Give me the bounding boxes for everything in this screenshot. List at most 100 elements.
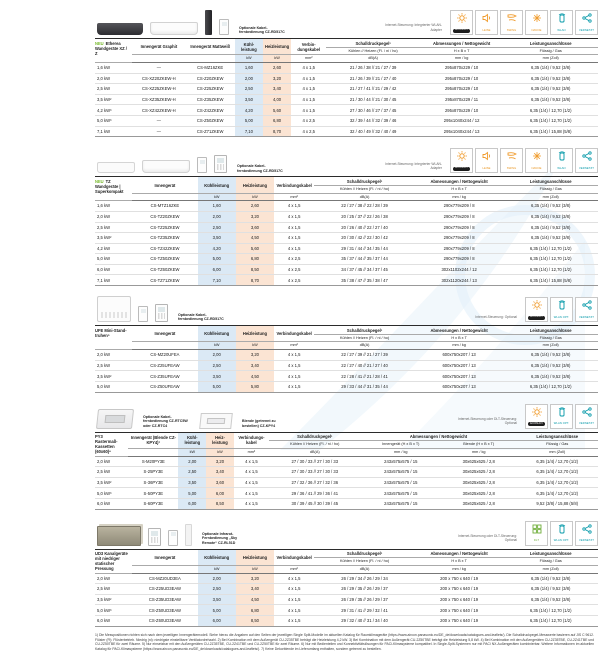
table-row: 7,1 kW — CS-Z71ZKEW 7,10 8,70 4 x 2,5 32 / 40 … xyxy=(95,126,598,138)
capacity-cell: 3,5 kW² xyxy=(95,370,133,382)
spec-cell: CS-XZ35ZKEW-H xyxy=(132,94,186,106)
spec-cell: 4 x 1,5 xyxy=(274,243,315,255)
spec-cell: 4 x 2,5 xyxy=(274,264,315,276)
spec-cell: 4 x 1,5 xyxy=(274,583,315,595)
product-photos: Optionale Kabel­fernbedienung CZ-RD517C xyxy=(97,155,287,174)
spec-cell: 6,35 (1/4) / 9,52 (3/8) xyxy=(503,62,598,74)
spec-cell: 290x779x209 / 8 xyxy=(414,243,504,255)
column-header: Leistungsanschlüsse xyxy=(503,548,598,559)
column-unit: mm / kg xyxy=(414,565,504,574)
feature-icon-label: wlan opt. xyxy=(553,539,570,543)
spec-cell: CS-XZ20ZKEW-H xyxy=(132,73,186,85)
spec-cell: 243x575x575 / 15 xyxy=(360,477,441,489)
econavi-icon-glyph xyxy=(456,13,467,23)
spec-table-tz: NEU TZ Wandgeräte | Super­kompakt Innenger… xyxy=(95,176,598,287)
column-unit: mm (Zoll) xyxy=(503,193,598,202)
spec-cell: CS-Z50ZKEW xyxy=(185,115,235,127)
spec-table-xz: NEU Etherea Wandgeräte XZ / Z Innengerät G… xyxy=(95,37,598,138)
dlt-icon: dlt xyxy=(525,520,548,546)
remote-photo xyxy=(219,19,229,35)
spec-cell: 1,60 xyxy=(234,62,263,74)
quiet-icon-glyph xyxy=(482,13,492,23)
spec-cell: 4 x 1,5 xyxy=(233,498,269,510)
spec-cell: 6,35 (1/4) / 12,70 (1/2) xyxy=(516,487,598,499)
feature-icon-label: leise xyxy=(482,28,491,32)
spec-cell: 4 x 1,5 xyxy=(291,83,327,95)
spec-cell: 3,50 xyxy=(197,370,236,382)
spec-cell: 8,70 xyxy=(262,126,292,138)
spec-cell: 26 / 29 / 34 // 26 / 29 / 34 xyxy=(314,573,415,585)
spec-cell: 6,35 (1/4) / 9,52 (3/8) xyxy=(503,200,598,212)
table-row: 3,5 kW² CS-TZ35ZKEW 3,50 4,50 4 x 1,5 20 / 30… xyxy=(95,232,598,244)
wlan-icon: wlan opt. xyxy=(550,403,573,429)
spec-cell: 8,50 xyxy=(206,498,234,510)
wall-white-photo xyxy=(142,160,190,174)
spec-cell: 22 / 27 / 40 // 21 / 27 / 40 xyxy=(314,360,415,372)
spec-cell: 295x870x229 / 10 xyxy=(419,62,504,74)
spec-cell: 290x779x209 / 8 xyxy=(414,232,504,244)
connectivity-icon: vernetzt xyxy=(575,520,598,546)
aerowings-icon: swing xyxy=(500,148,523,174)
spec-cell: 20 / 30 / 42 // 22 / 30 / 42 xyxy=(314,232,415,244)
spec-cell: 5,00 xyxy=(197,604,236,616)
econavi-icon: econavi xyxy=(450,10,473,35)
spec-cell: 5,60 xyxy=(262,104,292,117)
column-unit: kW xyxy=(235,341,275,351)
table-row: 6,0 kW S-60PY3E 6,00 8,50 4 x 1,5 30 / 39 / 4… xyxy=(95,498,598,510)
spec-cell: 200 x 750 x 640 / 19 xyxy=(414,615,504,627)
spec-cell: 290x779x209 / 8 xyxy=(414,253,504,265)
quiet-icon-glyph xyxy=(482,151,492,161)
spec-cell: 4 x 1,5 xyxy=(274,232,315,244)
capacity-cell: 1,6 kW xyxy=(95,62,133,74)
column-unit: mm / kg xyxy=(360,448,441,457)
column-unit: kW xyxy=(206,448,234,457)
wlan-icon-glyph xyxy=(557,300,567,310)
catalog-content: Optionale Kabel­fernbedienung CZ-RD517C I… xyxy=(95,0,598,652)
slim-white-photo xyxy=(185,523,192,546)
econavi-icon-glyph xyxy=(531,406,542,417)
internet-control-note: Internet-Steuerung oder DLT-Steuerung: O… xyxy=(458,534,517,543)
wlan-icon: wlan opt. xyxy=(550,520,573,546)
spec-cell: 3,50 xyxy=(234,94,263,106)
aerowings-icon-glyph xyxy=(507,13,517,23)
feature-icon-label: leise xyxy=(482,167,491,171)
quiet-icon: leise xyxy=(475,10,498,35)
spec-cell: 302x1120x244 / 13 xyxy=(414,274,504,287)
column-subheader: Kühlen // Heizen (Fl. / ni / ho) xyxy=(269,440,361,449)
spec-cell: 6,35 (1/4) / 12,70 (1/2) xyxy=(503,604,598,616)
spec-cell: 6,35 (1/4) / 9,52 (3/8) xyxy=(503,222,598,234)
column-unit xyxy=(132,341,198,351)
series-title-text: UFE Mini-Stand­truhen⁵ xyxy=(95,327,127,338)
table-row: 2,0 kW S-M20PY3E 2,00 3,20 4 x 1,5 27 / 30 / … xyxy=(95,456,598,468)
spec-cell: 3,20 xyxy=(235,349,275,361)
spec-cell: 302x1102x244 / 12 xyxy=(414,264,504,276)
spec-cell: 6,35 (1/4) / 9,52 (3/8) xyxy=(503,94,598,106)
spec-cell: 1,60 xyxy=(197,200,236,212)
spec-cell: 32 / 40 / 49 // 32 / 40 / 49 xyxy=(326,126,420,138)
feature-icon-label: wlan xyxy=(557,28,566,32)
accessory-note: Optionale Kabel­fernbedienung CZ-RD517C xyxy=(178,312,224,322)
column-header: Abmessungen / Nettogewicht xyxy=(414,325,504,335)
spec-cell: 6,35 (1/4) / 9,52 (3/8) xyxy=(503,573,598,585)
table-row: 2,5 kW CS-XZ25ZKEW-H CS-Z25ZKEW 2,50 3,40 4 x… xyxy=(95,83,598,95)
aerowings-icon: swing xyxy=(500,10,523,35)
table-row: 5,0 kW³ CS-Z50UD3EAW 5,00 6,80 4 x 1,5 29 / 3… xyxy=(95,604,598,616)
column-header: Heiz­leistung xyxy=(262,37,292,56)
table-row: 6,0 kW CS-TZ60ZKEW 6,00 8,50 4 x 2,5 34 / 37 … xyxy=(95,264,598,276)
spec-cell: 4 x 1,5 xyxy=(274,604,315,616)
remote-photo xyxy=(168,529,178,546)
capacity-cell: 3,5 kW² xyxy=(95,477,129,489)
column-unit: mm² xyxy=(291,54,327,64)
spec-cell: CS-Z25ZKEW xyxy=(185,83,235,95)
spec-cell: 4 x 1,5 xyxy=(291,73,327,85)
product-photos: Optionale Kabel­fernbedienung CZ-RD517C xyxy=(97,296,228,323)
spec-cell: 6,00 xyxy=(197,615,236,627)
spec-cell: 6,35 (1/4) / 9,52 (3/8) xyxy=(503,583,598,595)
footnotes: 1) Die Messpositionen richten sich nach … xyxy=(95,632,594,652)
column-header: Schalldruckpegel¹ xyxy=(314,176,415,186)
aerowings-icon-glyph xyxy=(507,151,517,161)
spec-cell: 6,35 (1/4) / 9,52 (3/8) xyxy=(503,349,598,361)
column-unit xyxy=(132,193,198,202)
spec-cell: 35 / 37 / 44 // 35 / 37 / 44 xyxy=(314,253,415,265)
spec-cell: 4 x 1,5 xyxy=(274,573,315,585)
